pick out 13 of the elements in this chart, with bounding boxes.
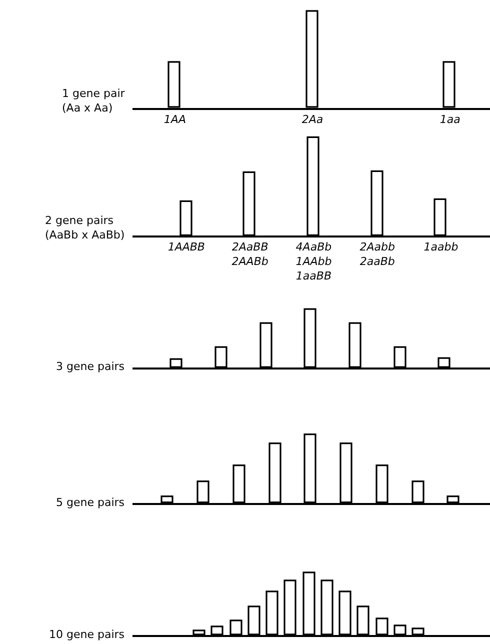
x-tick-label: 1AABB bbox=[168, 240, 205, 254]
y-axis-title: 1 gene pair (Aa x Aa) bbox=[62, 87, 126, 114]
x-tick-label: 1aa bbox=[440, 113, 461, 126]
y-axis-title: 3 gene pairs bbox=[56, 360, 125, 373]
y-axis-title: 5 gene pairs bbox=[56, 496, 125, 509]
x-tick-label: 2Aa bbox=[302, 113, 324, 126]
x-tick-label: 1aabb bbox=[424, 240, 458, 254]
x-tick-label: 1AA bbox=[164, 113, 186, 126]
x-tick-label: 4AaBb 1AAbb 1aaBB bbox=[296, 240, 332, 282]
y-axis-title: 2 gene pairs (AaBb x AaBb) bbox=[45, 214, 125, 242]
y-axis-title: 10 gene pairs bbox=[49, 628, 125, 641]
x-tick-label: 2AaBB 2AABb bbox=[232, 240, 268, 268]
x-tick-label: 2Aabb 2aaBb bbox=[360, 240, 395, 268]
